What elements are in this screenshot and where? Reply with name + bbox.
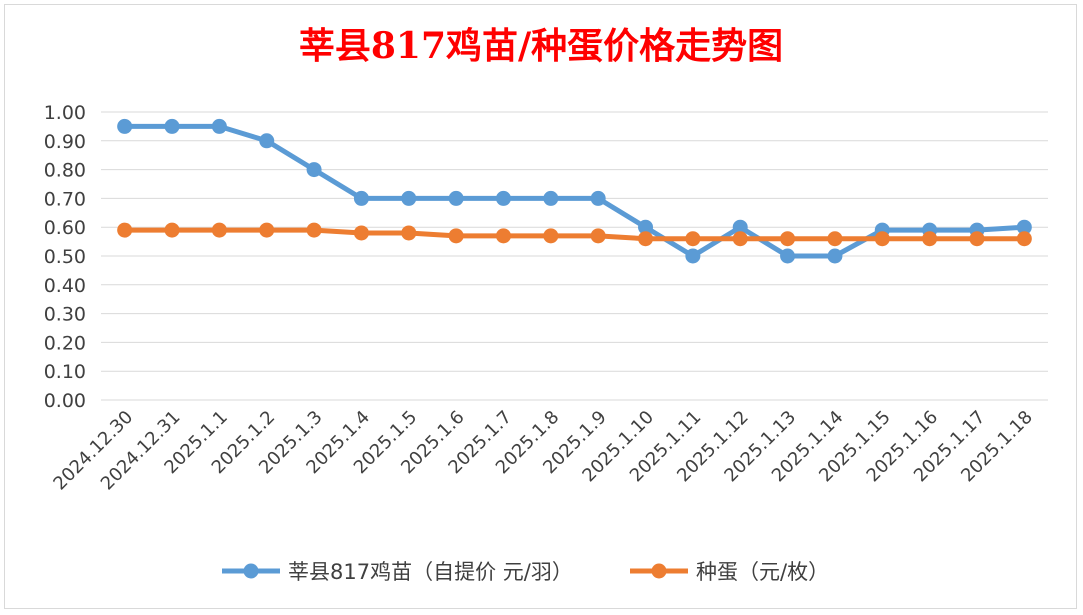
data-point: [638, 219, 654, 235]
data-point: [827, 231, 843, 247]
legend: 莘县817鸡苗（自提价 元/羽） 种蛋（元/枚）: [222, 560, 829, 584]
y-tick-label: 0.60: [44, 217, 86, 239]
data-point: [353, 225, 369, 241]
y-axis-ticks: 0.00 0.10 0.20 0.30 0.40 0.50 0.60 0.70 0.80 0.90…: [44, 102, 86, 412]
y-tick-label: 0.00: [44, 390, 86, 412]
data-point: [969, 231, 985, 247]
data-point: [732, 219, 748, 235]
data-point: [495, 190, 511, 206]
y-tick-label: 0.80: [44, 160, 86, 182]
grid-lines: [101, 111, 1048, 401]
legend-item-1: 种蛋（元/枚）: [630, 560, 829, 584]
series-1: [117, 222, 1032, 247]
data-point: [164, 118, 180, 134]
data-point: [732, 231, 748, 247]
data-point: [827, 248, 843, 264]
data-point: [780, 231, 796, 247]
data-point: [874, 231, 890, 247]
data-point: [685, 231, 701, 247]
data-point: [211, 222, 227, 238]
chart-frame: [4, 4, 1077, 609]
legend-marker: [243, 563, 259, 579]
data-point: [306, 162, 322, 178]
data-point: [543, 190, 559, 206]
data-point: [590, 190, 606, 206]
series-line: [122, 123, 1027, 259]
data-point: [495, 228, 511, 244]
data-point: [259, 222, 275, 238]
data-point: [685, 248, 701, 264]
data-point: [922, 231, 938, 247]
y-tick-label: 0.20: [44, 332, 86, 354]
data-point: [401, 190, 417, 206]
data-point: [211, 118, 227, 134]
legend-marker: [651, 563, 667, 579]
data-point: [117, 222, 133, 238]
data-point: [638, 231, 654, 247]
legend-item-0: 莘县817鸡苗（自提价 元/羽）: [222, 560, 573, 584]
legend-label: 莘县817鸡苗（自提价 元/羽）: [288, 560, 573, 584]
y-tick-label: 0.70: [44, 188, 86, 210]
chart-title: 莘县817鸡苗/种蛋价格走势图: [299, 25, 783, 67]
data-point: [448, 228, 464, 244]
data-point: [590, 228, 606, 244]
series-line: [122, 227, 1027, 242]
y-tick-label: 0.10: [44, 361, 86, 383]
data-point: [259, 133, 275, 149]
x-axis-ticks: 2024.12.302024.12.312025.1.12025.1.22025…: [49, 407, 1036, 495]
data-point: [401, 225, 417, 241]
data-point: [543, 228, 559, 244]
data-point: [1016, 219, 1032, 235]
data-point: [1016, 231, 1032, 247]
data-point: [353, 190, 369, 206]
y-tick-label: 0.30: [44, 304, 86, 326]
series-0: [117, 118, 1032, 264]
data-point: [306, 222, 322, 238]
data-point: [448, 190, 464, 206]
series-layer: [117, 118, 1032, 264]
y-tick-label: 0.90: [44, 131, 86, 153]
data-point: [780, 248, 796, 264]
data-point: [117, 118, 133, 134]
y-tick-label: 0.50: [44, 246, 86, 268]
data-point: [164, 222, 180, 238]
y-tick-label: 0.40: [44, 275, 86, 297]
legend-label: 种蛋（元/枚）: [696, 560, 829, 584]
y-tick-label: 1.00: [44, 102, 86, 124]
